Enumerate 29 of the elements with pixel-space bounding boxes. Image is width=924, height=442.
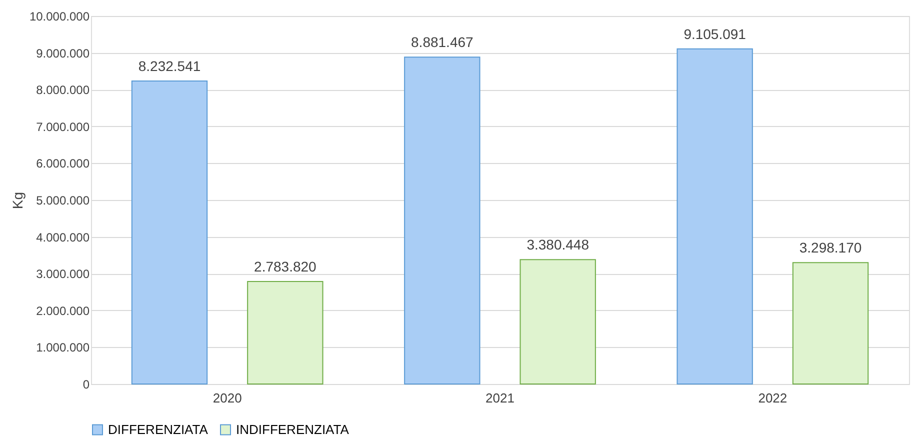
x-tick-label: 2020 (212, 390, 242, 406)
x-tick-label: 2021 (486, 390, 514, 406)
y-tick-label: 9.000.000 (36, 46, 90, 60)
bar (247, 281, 324, 384)
data-label: 2.783.820 (254, 258, 317, 275)
x-tick-label: 2022 (758, 390, 788, 406)
y-tick-label: 2.000.000 (36, 304, 90, 318)
y-tick-label: 1.000.000 (36, 340, 90, 355)
y-tick-label: 0 (82, 378, 90, 392)
y-tick-label: 7.000.000 (36, 120, 90, 134)
y-axis-title: Kg (9, 192, 26, 210)
y-tick-label: 4.000.000 (36, 230, 90, 244)
y-tick-label: 5.000.000 (36, 194, 90, 208)
legend-label: DIFFERENZIATA (108, 422, 208, 437)
y-tick-label: 6.000.000 (36, 156, 90, 171)
data-label: 3.298.170 (799, 240, 862, 256)
data-label: 8.881.467 (411, 34, 474, 50)
bar (404, 56, 480, 384)
data-label: 9.105.091 (684, 26, 746, 42)
bar (792, 262, 869, 384)
data-label: 8.232.541 (138, 58, 201, 74)
y-tick-label: 3.000.000 (36, 267, 90, 282)
data-label: 3.380.448 (526, 236, 590, 253)
bar (520, 259, 596, 384)
y-tick-label: 8.000.000 (36, 83, 90, 98)
bar (131, 80, 208, 384)
legend-label: INDIFFERENZIATA (236, 422, 350, 437)
bar (676, 48, 753, 384)
y-tick-label: 10.000.000 (29, 10, 90, 24)
